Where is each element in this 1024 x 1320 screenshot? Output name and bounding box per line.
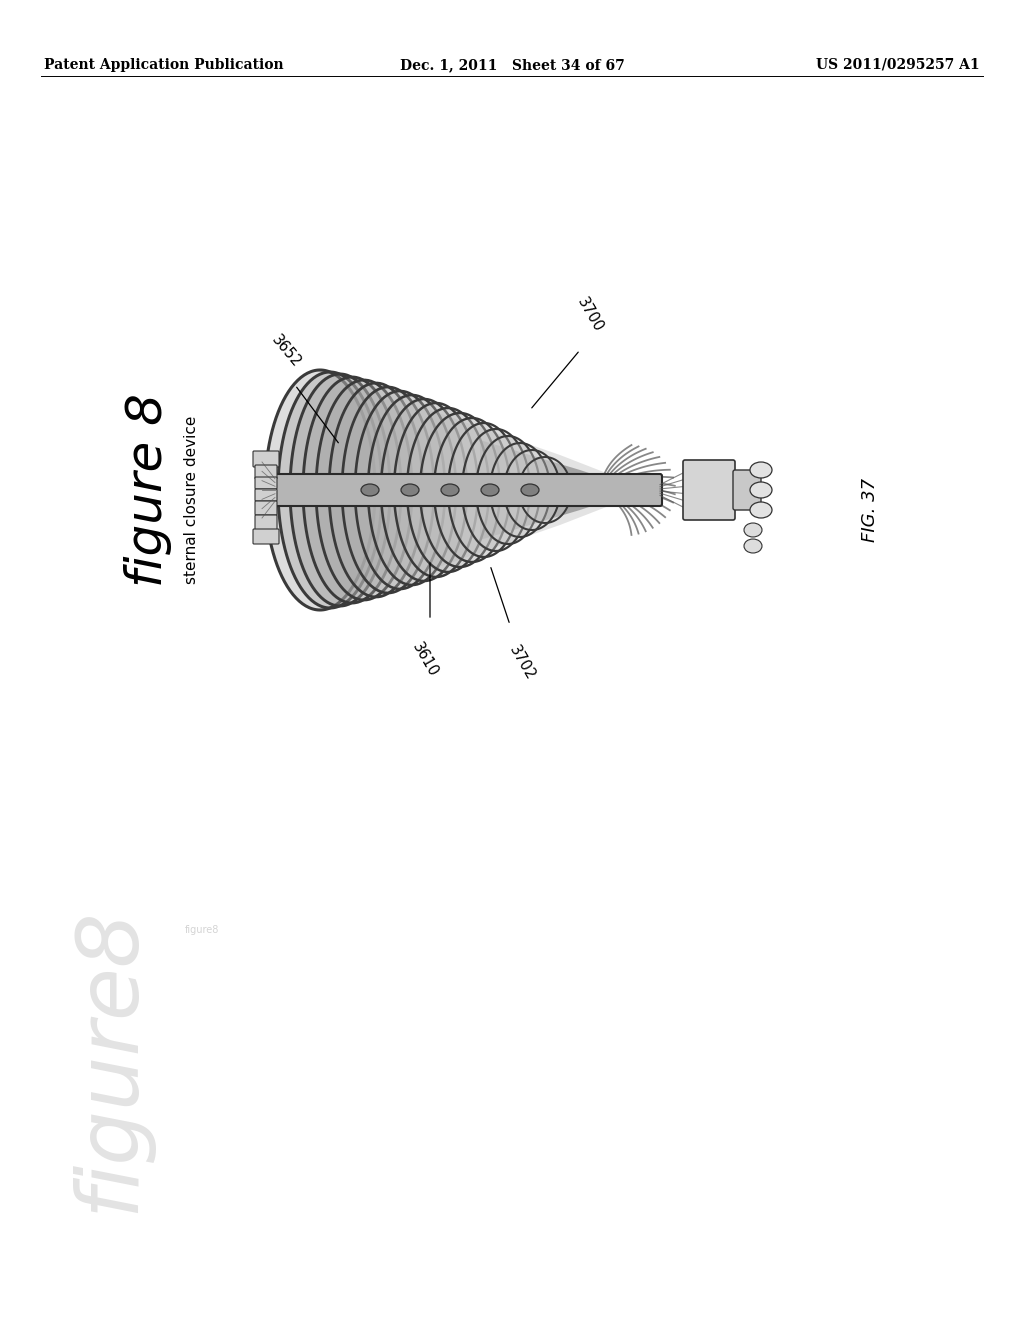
- Polygon shape: [381, 399, 467, 581]
- FancyBboxPatch shape: [253, 529, 279, 544]
- Ellipse shape: [744, 539, 762, 553]
- Polygon shape: [519, 457, 571, 523]
- Ellipse shape: [481, 484, 499, 496]
- Polygon shape: [480, 440, 640, 540]
- Polygon shape: [303, 378, 401, 603]
- Ellipse shape: [744, 523, 762, 537]
- Text: figure8: figure8: [185, 925, 219, 935]
- FancyBboxPatch shape: [683, 459, 735, 520]
- Text: figure8: figure8: [69, 907, 152, 1213]
- Polygon shape: [407, 408, 489, 572]
- Polygon shape: [368, 395, 456, 585]
- Polygon shape: [434, 418, 510, 562]
- Text: Patent Application Publication: Patent Application Publication: [44, 58, 284, 73]
- Polygon shape: [504, 450, 560, 531]
- FancyBboxPatch shape: [255, 515, 278, 531]
- Polygon shape: [316, 380, 412, 601]
- FancyBboxPatch shape: [268, 474, 662, 506]
- Ellipse shape: [750, 502, 772, 517]
- Text: Dec. 1, 2011   Sheet 34 of 67: Dec. 1, 2011 Sheet 34 of 67: [399, 58, 625, 73]
- Text: 3610: 3610: [410, 640, 440, 680]
- Text: 3652: 3652: [268, 333, 304, 370]
- Polygon shape: [394, 403, 478, 577]
- Text: sternal closure device: sternal closure device: [184, 416, 200, 585]
- Polygon shape: [490, 444, 550, 537]
- Text: US 2011/0295257 A1: US 2011/0295257 A1: [816, 58, 980, 73]
- Ellipse shape: [441, 484, 459, 496]
- Polygon shape: [462, 429, 530, 550]
- Text: 3702: 3702: [506, 643, 538, 682]
- Text: 3700: 3700: [574, 296, 606, 335]
- Ellipse shape: [750, 462, 772, 478]
- Polygon shape: [290, 374, 390, 606]
- Polygon shape: [449, 422, 520, 557]
- Ellipse shape: [401, 484, 419, 496]
- Polygon shape: [476, 436, 540, 544]
- FancyBboxPatch shape: [255, 502, 278, 515]
- FancyBboxPatch shape: [255, 488, 278, 502]
- Ellipse shape: [361, 484, 379, 496]
- Polygon shape: [329, 383, 423, 597]
- Polygon shape: [278, 372, 382, 609]
- FancyBboxPatch shape: [253, 451, 279, 467]
- Polygon shape: [355, 391, 445, 589]
- Polygon shape: [420, 413, 500, 568]
- Text: FIG. 37: FIG. 37: [861, 478, 879, 543]
- Polygon shape: [265, 370, 375, 610]
- FancyBboxPatch shape: [255, 465, 278, 479]
- Ellipse shape: [521, 484, 539, 496]
- Polygon shape: [430, 411, 650, 570]
- Polygon shape: [342, 387, 434, 593]
- Ellipse shape: [750, 482, 772, 498]
- FancyBboxPatch shape: [255, 477, 278, 488]
- FancyBboxPatch shape: [733, 470, 761, 510]
- Text: figure 8: figure 8: [124, 393, 172, 587]
